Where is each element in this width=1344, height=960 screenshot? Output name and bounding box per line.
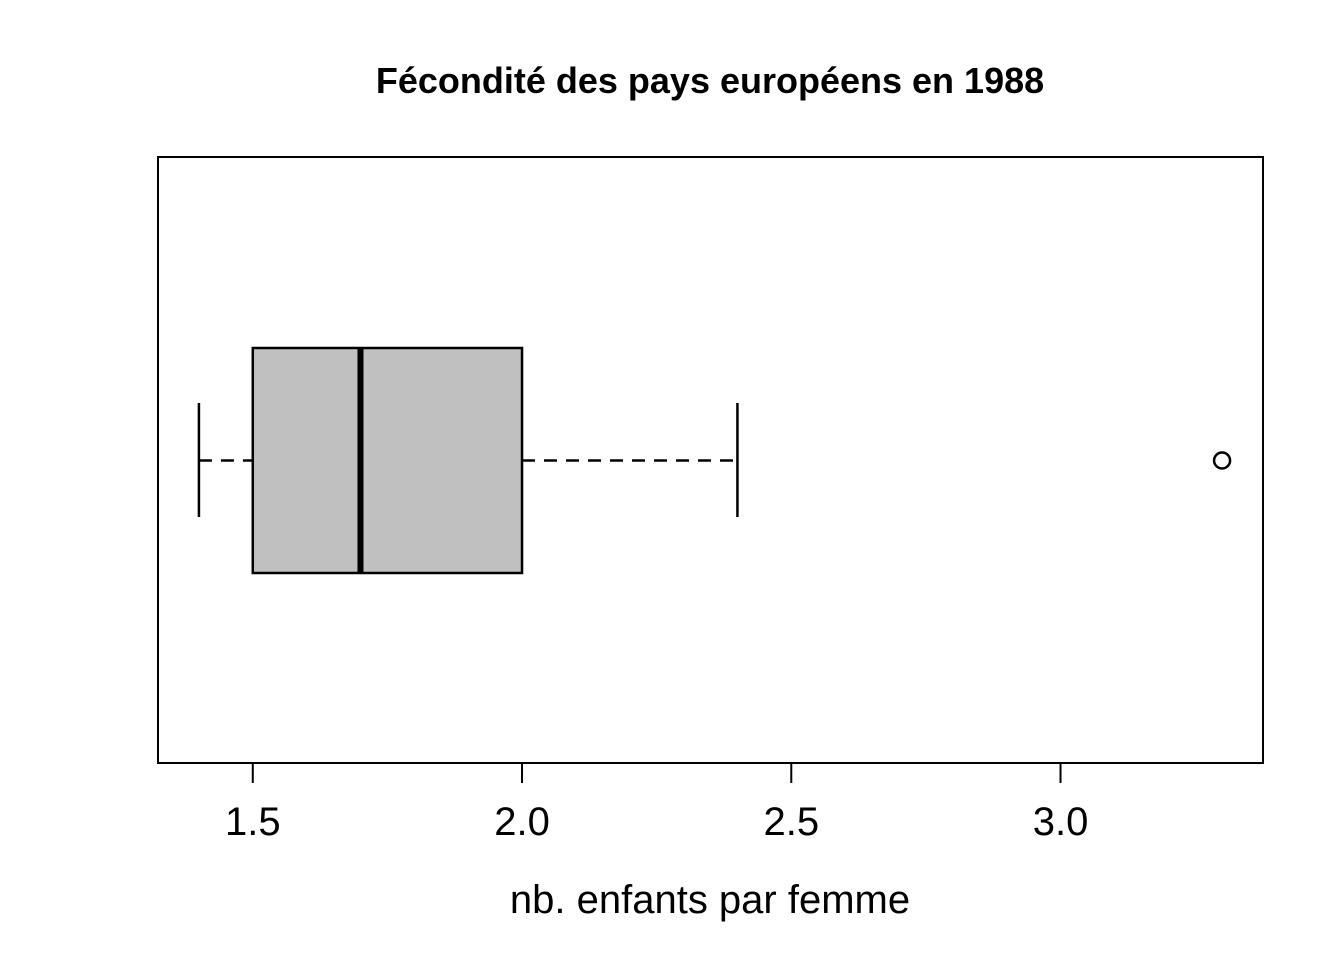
x-tick-label: 3.0	[1033, 800, 1089, 844]
iqr-box	[251, 346, 524, 575]
outlier-point	[1212, 451, 1232, 470]
x-tick-label: 2.5	[763, 800, 819, 844]
plot-border	[157, 156, 1264, 764]
x-tick-label: 1.5	[225, 800, 281, 844]
boxplot-group	[197, 346, 1232, 575]
x-tick-label: 2.0	[494, 800, 550, 844]
x-axis-label: nb. enfants par femme	[510, 878, 910, 922]
chart-title: Fécondité des pays européens en 1988	[376, 60, 1044, 101]
x-axis: 1.5 2.0 2.5 3.0	[225, 763, 1088, 844]
